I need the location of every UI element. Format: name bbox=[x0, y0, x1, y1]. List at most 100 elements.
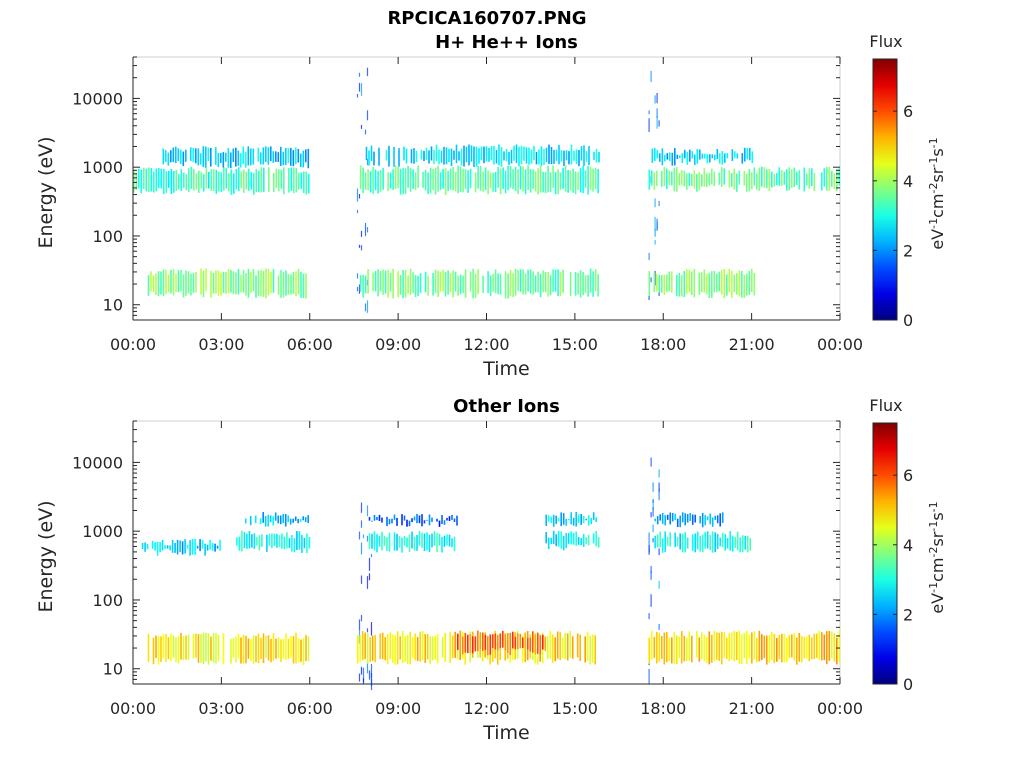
flux-cell bbox=[661, 636, 663, 659]
flux-cell bbox=[302, 273, 305, 298]
flux-cell bbox=[739, 537, 741, 553]
flux-cell bbox=[593, 151, 595, 161]
flux-cell bbox=[651, 630, 653, 660]
flux-cell bbox=[367, 169, 369, 191]
flux-cell bbox=[371, 635, 374, 661]
flux-cell bbox=[653, 172, 656, 190]
flux-cell bbox=[569, 631, 571, 658]
flux-cell bbox=[276, 533, 278, 548]
flux-cell bbox=[300, 172, 303, 190]
flux-cell bbox=[512, 631, 514, 649]
flux-cell bbox=[648, 118, 650, 132]
flux-cell bbox=[650, 594, 652, 607]
flux-cell bbox=[711, 271, 713, 298]
flux-cell bbox=[552, 165, 554, 188]
flux-cell bbox=[711, 531, 714, 553]
flux-cell bbox=[558, 144, 560, 165]
flux-cell bbox=[459, 630, 462, 650]
flux-cell bbox=[162, 634, 165, 658]
flux-cell bbox=[565, 533, 567, 549]
flux-cell bbox=[424, 169, 427, 191]
flux-cell bbox=[300, 639, 302, 662]
flux-cell bbox=[154, 542, 156, 551]
flux-cell bbox=[743, 632, 746, 659]
flux-cell bbox=[577, 514, 580, 523]
flux-cell bbox=[428, 150, 430, 164]
flux-cell bbox=[786, 169, 788, 191]
flux-cell bbox=[392, 169, 394, 190]
flux-cell bbox=[294, 516, 297, 521]
flux-cell bbox=[793, 167, 796, 187]
flux-cell bbox=[273, 172, 275, 192]
flux-cell bbox=[492, 273, 494, 292]
flux-cell bbox=[488, 148, 490, 162]
flux-cell bbox=[163, 168, 165, 195]
flux-cell bbox=[404, 269, 407, 298]
flux-cell bbox=[751, 268, 753, 292]
flux-cell bbox=[586, 631, 589, 661]
flux-cell bbox=[185, 635, 187, 660]
flux-cell bbox=[199, 539, 201, 552]
flux-cell bbox=[494, 172, 497, 192]
flux-cell bbox=[421, 514, 423, 527]
flux-band bbox=[648, 457, 660, 684]
flux-cell bbox=[358, 673, 361, 682]
flux-cell bbox=[546, 635, 549, 659]
flux-cell bbox=[731, 536, 734, 552]
flux-cell bbox=[736, 153, 739, 159]
flux-cell bbox=[669, 532, 671, 547]
flux-cell bbox=[426, 519, 428, 521]
flux-cell bbox=[286, 532, 288, 549]
flux-cell bbox=[525, 147, 528, 164]
flux-cell bbox=[302, 516, 304, 521]
flux-cell bbox=[771, 171, 773, 188]
flux-cell bbox=[290, 167, 293, 191]
flux-cell bbox=[238, 167, 240, 192]
flux-cell bbox=[684, 532, 686, 553]
flux-cell bbox=[749, 538, 751, 551]
colorbar-tick-label: 2 bbox=[903, 605, 913, 624]
flux-cell bbox=[185, 149, 187, 162]
flux-cell bbox=[736, 531, 739, 551]
flux-cell bbox=[434, 269, 437, 294]
flux-cell bbox=[560, 531, 562, 549]
flux-cell bbox=[474, 273, 477, 298]
flux-cell bbox=[560, 150, 563, 162]
flux-cell bbox=[404, 168, 407, 194]
flux-cell bbox=[385, 150, 388, 161]
flux-cell bbox=[418, 531, 421, 546]
flux-cell bbox=[160, 636, 162, 662]
flux-cell bbox=[691, 514, 694, 525]
flux-cell bbox=[424, 634, 426, 663]
flux-cell bbox=[572, 532, 575, 545]
flux-cell bbox=[706, 273, 708, 295]
flux-cell bbox=[235, 272, 237, 295]
flux-cell bbox=[255, 635, 257, 663]
flux-cell bbox=[711, 168, 713, 185]
flux-cell bbox=[736, 631, 738, 660]
flux-cell bbox=[249, 516, 252, 526]
flux-cell bbox=[271, 533, 273, 548]
flux-cell bbox=[746, 273, 748, 296]
flux-cell bbox=[729, 531, 731, 551]
flux-cell bbox=[652, 507, 654, 517]
flux-cell bbox=[579, 270, 582, 298]
flux-cell bbox=[648, 613, 650, 620]
flux-cell bbox=[195, 633, 197, 658]
flux-cell bbox=[371, 520, 373, 522]
flux-cell bbox=[362, 167, 364, 194]
flux-cell bbox=[522, 269, 524, 295]
flux-cell bbox=[668, 271, 671, 292]
flux-cell bbox=[257, 270, 260, 297]
flux-cell bbox=[733, 274, 736, 293]
flux-cell bbox=[272, 151, 275, 163]
flux-band bbox=[648, 630, 841, 665]
flux-cell bbox=[356, 273, 359, 279]
flux-cell bbox=[285, 270, 287, 296]
flux-cell bbox=[264, 516, 267, 527]
flux-cell bbox=[650, 71, 652, 83]
flux-cell bbox=[441, 515, 443, 524]
flux-cell bbox=[282, 514, 284, 524]
y-tick-label: 100 bbox=[92, 591, 123, 610]
flux-cell bbox=[654, 240, 656, 245]
